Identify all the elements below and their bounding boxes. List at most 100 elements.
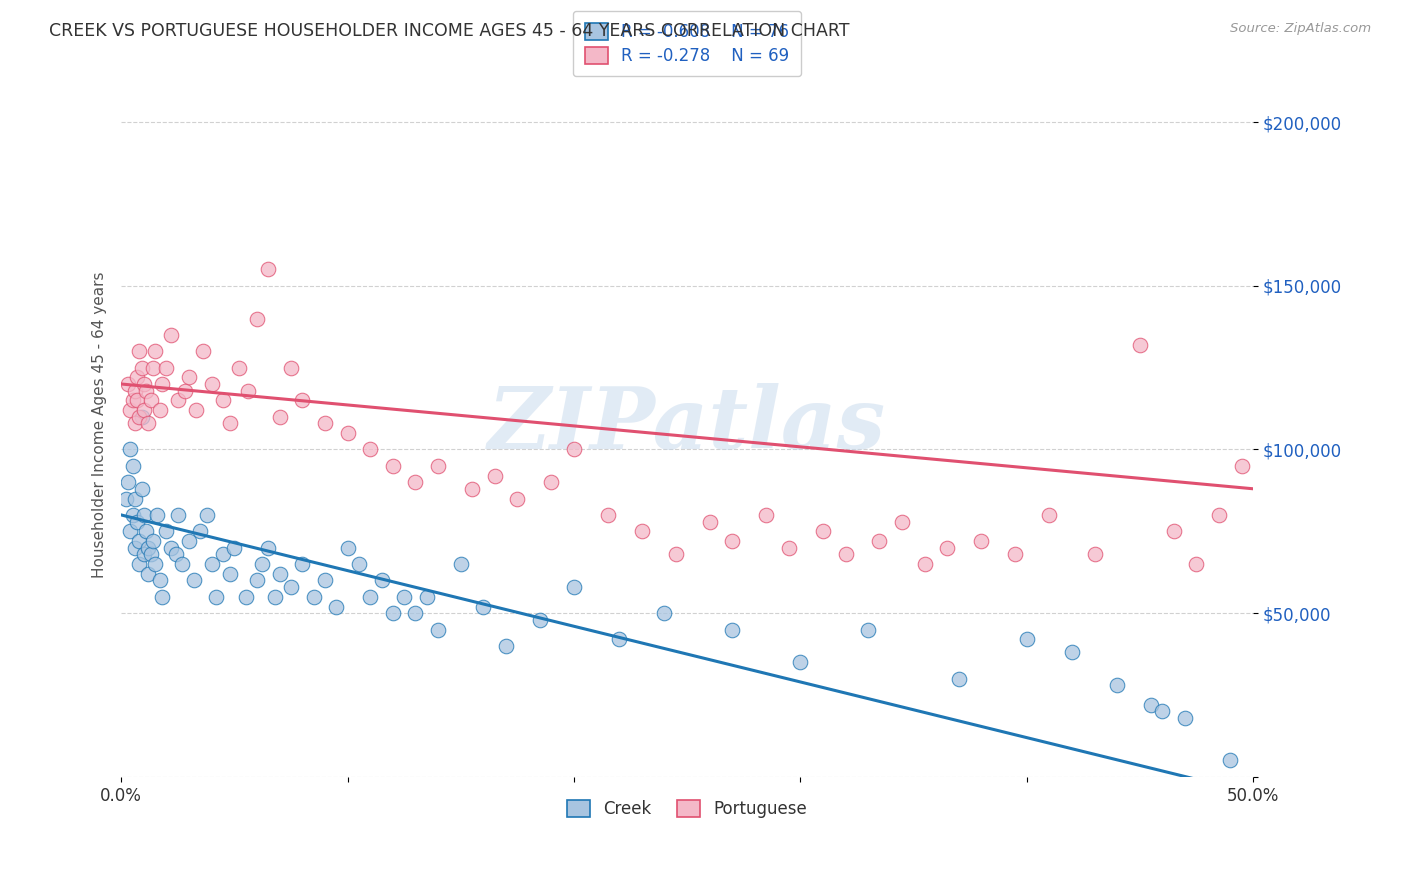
Point [114,491,136,506]
Point [218,417,240,431]
Point [484,468,506,483]
Point [269,566,291,581]
Point [404,606,426,620]
Point [914,557,936,571]
Point [1083,547,1105,561]
Point [139,393,162,408]
Point [146,508,169,522]
Point [143,344,166,359]
Point [179,370,201,384]
Point [665,547,688,561]
Point [936,541,959,555]
Point [138,417,160,431]
Point [1038,508,1060,522]
Point [121,393,143,408]
Point [404,475,426,490]
Point [755,508,778,522]
Point [246,574,269,588]
Legend: Creek, Portuguese: Creek, Portuguese [560,793,814,825]
Point [120,524,142,539]
Point [183,574,205,588]
Point [179,534,201,549]
Point [166,393,188,408]
Point [264,590,287,604]
Point [165,547,187,561]
Point [416,590,439,604]
Point [314,417,336,431]
Point [381,606,404,620]
Point [347,557,370,571]
Point [427,623,450,637]
Point [121,458,143,473]
Point [139,547,162,561]
Point [291,557,314,571]
Point [721,534,744,549]
Point [1060,645,1083,659]
Point [834,547,856,561]
Point [630,524,652,539]
Point [1015,632,1038,647]
Point [143,557,166,571]
Point [150,376,173,391]
Point [120,403,142,417]
Point [1107,678,1129,692]
Point [142,534,165,549]
Point [370,574,392,588]
Point [269,409,291,424]
Point [166,508,188,522]
Point [540,475,562,490]
Point [120,442,142,457]
Point [325,599,347,614]
Point [205,590,228,604]
Point [1208,508,1230,522]
Point [654,606,676,620]
Point [472,599,495,614]
Point [314,574,336,588]
Point [302,590,325,604]
Point [811,524,834,539]
Point [132,547,155,561]
Point [778,541,800,555]
Point [869,534,891,549]
Point [291,393,314,408]
Point [135,524,157,539]
Point [149,574,172,588]
Point [228,360,250,375]
Point [1129,337,1152,351]
Point [562,442,585,457]
Point [195,508,218,522]
Point [124,541,146,555]
Point [124,384,146,398]
Point [1174,711,1197,725]
Point [721,623,744,637]
Point [155,360,177,375]
Text: ZIPatlas: ZIPatlas [488,384,886,467]
Point [131,482,153,496]
Point [427,458,450,473]
Point [699,515,721,529]
Point [173,384,195,398]
Point [132,508,155,522]
Point [1163,524,1185,539]
Point [891,515,914,529]
Point [121,508,143,522]
Point [191,344,214,359]
Point [236,384,259,398]
Point [1219,754,1241,768]
Point [135,384,157,398]
Point [155,524,177,539]
Point [212,393,235,408]
Point [125,515,148,529]
Point [124,417,146,431]
Point [125,393,148,408]
Point [381,458,404,473]
Point [336,541,359,555]
Point [117,376,139,391]
Point [201,376,224,391]
Point [131,409,153,424]
Point [117,475,139,490]
Point [1230,458,1253,473]
Point [450,557,472,571]
Text: CREEK VS PORTUGUESE HOUSEHOLDER INCOME AGES 45 - 64 YEARS CORRELATION CHART: CREEK VS PORTUGUESE HOUSEHOLDER INCOME A… [49,22,849,40]
Point [280,360,302,375]
